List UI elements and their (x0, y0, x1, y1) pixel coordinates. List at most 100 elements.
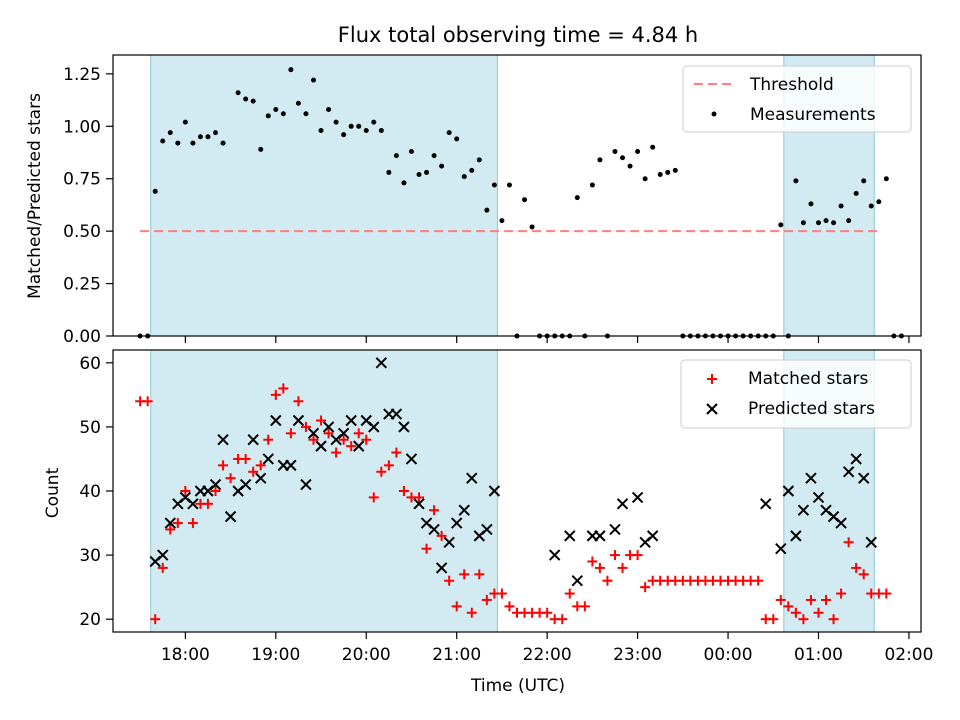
measurement-points (137, 67, 904, 339)
predicted-point (481, 523, 493, 536)
predicted-point (270, 414, 282, 427)
legend-x-mark (706, 403, 718, 415)
y-tick-label: 0.75 (63, 170, 101, 190)
predicted-point (760, 498, 772, 510)
x-tick-label: 21:00 (432, 645, 481, 665)
predicted-point (835, 517, 847, 529)
x-tick-label: 22:00 (523, 645, 572, 665)
measurement-point (461, 174, 467, 180)
matched-point (798, 614, 809, 625)
measurement-point (318, 127, 324, 133)
measurement-point (446, 130, 452, 136)
measurement-point (876, 199, 882, 205)
predicted-point (812, 491, 825, 504)
predicted-point (458, 504, 470, 516)
matched-point (172, 518, 183, 529)
measurement-point (491, 182, 497, 188)
y-tick-label: 20 (79, 610, 101, 630)
matched-point (753, 575, 764, 586)
predicted-point (646, 530, 659, 542)
predicted-point (443, 536, 455, 548)
y-tick-label: 0.25 (63, 275, 101, 295)
matched-point (210, 486, 221, 496)
predicted-point (865, 536, 877, 548)
y-tick-label: 0.50 (63, 222, 101, 242)
predicted-point (616, 498, 629, 510)
predicted-point (548, 549, 561, 561)
matched-point (180, 486, 191, 496)
matched-point (331, 447, 342, 458)
measurement-point (378, 127, 384, 133)
matched-point (609, 550, 620, 561)
measurement-point (431, 153, 437, 159)
measurement-point (280, 111, 286, 117)
matched-point (300, 421, 311, 432)
x-tick-label: 18:00 (161, 645, 210, 665)
measurement-point (574, 195, 580, 201)
predicted-point (217, 434, 229, 446)
x-tick-label: 19:00 (251, 645, 300, 665)
lower-plot-frame (112, 349, 922, 633)
measurement-point (506, 182, 512, 188)
matched-point (308, 434, 319, 445)
matched-point (150, 614, 161, 625)
upper-legend-box (682, 65, 912, 133)
matched-point (836, 588, 847, 599)
measurement-point (499, 218, 505, 224)
measurement-point (846, 218, 852, 224)
y-tick-label: 30 (79, 546, 101, 566)
lower-plot: 20 30 40 50 60 18:00 19:00 20:00 21:00 22:00 23:0… (43, 349, 933, 696)
measurement-point (793, 178, 799, 184)
matched-point (594, 562, 605, 573)
legend-predicted-swatch (706, 403, 718, 415)
matched-point (632, 550, 643, 561)
measurement-point (476, 157, 482, 163)
x-tick-label: 20:00 (342, 645, 391, 665)
predicted-point (564, 530, 576, 542)
matched-point (790, 607, 801, 618)
measurement-point (672, 167, 678, 173)
measurement-point (815, 220, 821, 226)
predicted-point (292, 414, 305, 427)
predicted-point (413, 498, 425, 510)
matched-point (398, 486, 409, 496)
matched-point (444, 575, 455, 586)
matched-point (474, 569, 485, 580)
measurement-point (175, 140, 181, 146)
matched-point (157, 562, 168, 573)
predicted-point (300, 478, 312, 491)
matched-point (278, 383, 289, 394)
measurement-point (235, 90, 241, 96)
legend-measurements-swatch (711, 111, 717, 117)
upper-plot-frame (112, 54, 922, 337)
measurement-point (348, 123, 354, 129)
measurement-point (831, 220, 837, 226)
measurement-point (190, 140, 196, 146)
predicted-point (239, 478, 252, 491)
predicted-point (307, 427, 320, 440)
lower-y-ticks: 20 30 40 50 60 (79, 354, 113, 630)
matched-point (481, 594, 492, 605)
measurement-point (469, 167, 475, 173)
matched-point (783, 601, 794, 612)
highlight-span (150, 350, 498, 632)
matched-point (285, 428, 296, 439)
measurement-point (808, 201, 814, 207)
predicted-point (842, 466, 855, 478)
measurement-point (597, 157, 603, 163)
predicted-point (466, 472, 478, 484)
predicted-point (775, 542, 787, 555)
lower-legend: Matched stars Predicted stars (680, 359, 912, 429)
measurement-point (333, 119, 339, 125)
legend-predicted-label: Predicted stars (748, 399, 875, 419)
predicted-point (322, 421, 335, 433)
measurement-point (341, 132, 347, 138)
measurement-point (408, 148, 414, 154)
predicted-point (428, 523, 440, 536)
matched-point (376, 466, 387, 477)
predicted-point (255, 472, 267, 484)
matched-point (414, 492, 425, 503)
upper-y-ticks: 0.00 0.25 0.50 0.75 1.00 1.25 (63, 65, 113, 347)
matched-point (459, 569, 470, 580)
matched-point (391, 447, 402, 458)
